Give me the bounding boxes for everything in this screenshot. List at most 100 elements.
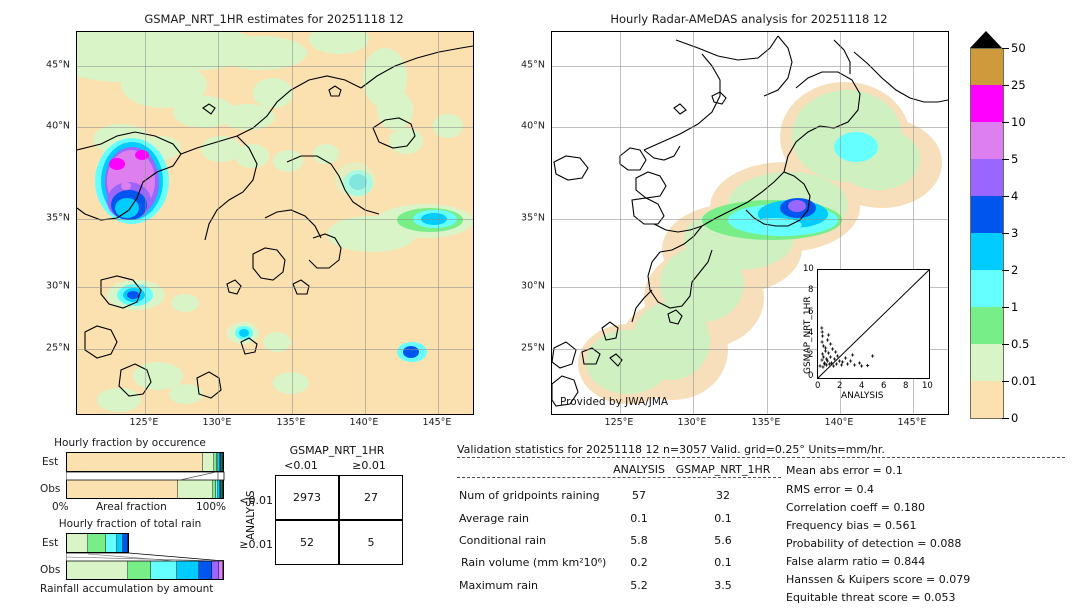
contingency-col-group-label: GSMAP_NRT_1HR — [289, 444, 385, 457]
colorbar-over-arrow — [970, 31, 1002, 48]
contingency-cell[interactable]: 5 — [339, 520, 403, 565]
contingency-cell[interactable]: 27 — [339, 475, 403, 520]
colorbar-tick-label: 2 — [1011, 263, 1019, 277]
colorbar-band — [970, 85, 1004, 122]
occurrence-axis-max: 100% — [196, 501, 227, 513]
occurrence-bar-connector — [66, 471, 225, 481]
map-gridline — [552, 219, 948, 220]
right-map-lon-tick: 135°E — [751, 417, 781, 428]
occurrence-axis-min: 0% — [52, 501, 69, 513]
colorbar-band — [970, 381, 1004, 419]
scatter-ytick: 0 — [808, 371, 814, 381]
bar-segment — [217, 480, 220, 498]
occurrence-bar-obs[interactable] — [66, 479, 224, 499]
validation-score: Equitable threat score = 0.053 — [786, 591, 956, 604]
coastline-overlay — [77, 45, 473, 399]
bar-segment — [203, 453, 215, 471]
amount-chart-title: Hourly fraction of total rain — [58, 518, 202, 530]
bar-segment — [127, 561, 151, 579]
right-map-lat-tick: 25°N — [521, 342, 545, 354]
validation-row-name: Num of gridpoints raining — [459, 489, 600, 502]
bar-segment — [221, 480, 223, 498]
scatter-xtick: 8 — [903, 381, 909, 391]
coastline-overlay — [552, 35, 948, 407]
validation-row-analysis: 0.2 — [630, 556, 648, 569]
bar-segment — [219, 480, 222, 498]
left-map-lat-tick: 25°N — [46, 342, 70, 354]
colorbar-band — [970, 196, 1004, 233]
colorbar-tick — [1002, 85, 1009, 86]
bar-segment — [216, 453, 219, 471]
validation-row-gsmap: 32 — [716, 489, 730, 502]
map-gridline — [840, 32, 841, 414]
left-map-lat-tick: 45°N — [46, 59, 70, 71]
right-map-lon-tick: 130°E — [677, 417, 707, 428]
colorbar-tick-label: 1 — [1011, 300, 1019, 314]
validation-score: Mean abs error = 0.1 — [786, 464, 903, 477]
colorbar-band — [970, 48, 1004, 86]
precip-region — [788, 200, 806, 212]
right-map-lat-tick: 40°N — [521, 120, 545, 132]
colorbar-band — [970, 233, 1004, 270]
colorbar-tick — [1002, 48, 1009, 49]
colorbar-tick — [1002, 233, 1009, 234]
amount-bar-est[interactable] — [66, 533, 129, 553]
amount-row-label-est: Est — [42, 537, 59, 549]
scatter-ytick: 6 — [808, 307, 814, 317]
right-map-lon-tick: 145°E — [897, 417, 927, 428]
bar-segment — [212, 561, 220, 579]
bar-segment — [177, 480, 213, 498]
map-gridline — [77, 66, 473, 67]
right-map-lat-tick: 30°N — [521, 280, 545, 292]
colorbar-tick — [1002, 196, 1009, 197]
gsmap-estimate-map[interactable] — [76, 31, 474, 415]
amount-row-label-obs: Obs — [40, 564, 61, 576]
bar-segment — [67, 480, 178, 498]
validation-rule-top — [457, 457, 1065, 458]
occurrence-axis-label: Areal fraction — [96, 501, 167, 513]
left-map-lon-tick: 125°E — [129, 417, 159, 428]
validation-score: Probability of detection = 0.088 — [786, 537, 962, 550]
validation-score: Frequency bias = 0.561 — [786, 519, 917, 532]
colorbar[interactable]: 50 25 10 5 4 3 2 1 0.5 0.01 0 — [962, 28, 1074, 425]
contingency-cell[interactable]: 2973 — [275, 475, 339, 520]
radar-amedas-analysis-map[interactable]: Provided by JWA/JMA — [551, 31, 949, 415]
scatter-plot-inset[interactable] — [817, 269, 930, 379]
right-map-lon-tick: 140°E — [824, 417, 854, 428]
occurrence-row-label-est: Est — [42, 456, 59, 468]
validation-col-header-gsmap: GSMAP_NRT_1HR — [675, 463, 771, 476]
precip-region — [253, 78, 293, 108]
precip-region — [169, 384, 203, 404]
colorbar-tick-label: 0.01 — [1011, 374, 1037, 388]
validation-score: RMS error = 0.4 — [786, 483, 874, 496]
bar-segment — [105, 534, 118, 552]
map-gridline — [77, 349, 473, 350]
occurrence-bar-est[interactable] — [66, 452, 224, 472]
bar-segment — [218, 453, 220, 471]
validation-col-header-analysis: ANALYSIS — [613, 463, 665, 476]
colorbar-band — [970, 159, 1004, 196]
contingency-cell[interactable]: 52 — [275, 520, 339, 565]
bar-segment — [88, 534, 106, 552]
validation-row-analysis: 5.8 — [630, 534, 648, 547]
precip-region — [127, 291, 139, 299]
bar-segment — [67, 534, 89, 552]
validation-score: Hanssen & Kuipers score = 0.079 — [786, 573, 971, 586]
left-map-lon-tick: 140°E — [349, 417, 379, 428]
colorbar-tick — [1002, 307, 1009, 308]
precip-region — [389, 128, 423, 154]
bar-segment — [199, 561, 213, 579]
map-gridline — [913, 32, 914, 414]
precip-region — [109, 158, 125, 170]
scatter-x-axis-title: ANALYSIS — [841, 391, 884, 401]
amount-bar-obs[interactable] — [66, 560, 224, 580]
precip-region — [586, 330, 670, 394]
validation-rule-mid — [457, 477, 781, 478]
precip-region — [273, 372, 309, 394]
map-gridline — [77, 287, 473, 288]
colorbar-tick-label: 0 — [1011, 411, 1019, 425]
validation-header: Validation statistics for 20251118 12 n=… — [457, 443, 885, 456]
left-map-lon-tick: 145°E — [422, 417, 452, 428]
map-credit: Provided by JWA/JMA — [560, 396, 669, 408]
bar-segment — [214, 453, 217, 471]
